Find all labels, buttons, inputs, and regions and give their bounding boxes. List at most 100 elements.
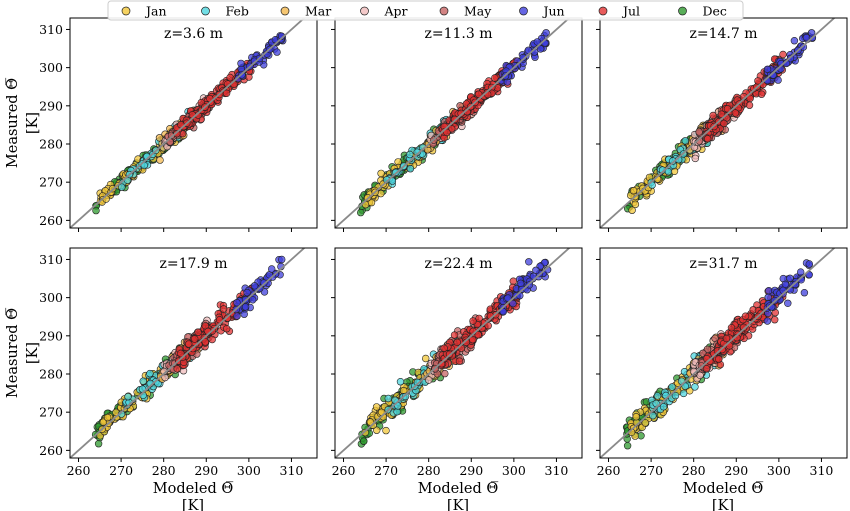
point-feb <box>406 150 414 159</box>
point-jan <box>631 200 640 209</box>
point-jul <box>779 50 787 59</box>
point-jul <box>509 277 517 285</box>
xlabel-text: Modeled Θ̅ <box>153 481 234 497</box>
point-jun <box>542 29 550 37</box>
point-jul <box>173 130 181 138</box>
xlabel-unit: [K] <box>182 498 204 511</box>
x-tick-label: 270 <box>109 463 133 478</box>
point-feb <box>668 383 676 391</box>
xlabel-text: Modeled Θ̅ <box>418 481 499 497</box>
point-jun <box>249 296 257 304</box>
point-apr <box>425 376 433 384</box>
legend-marker <box>121 6 131 16</box>
legend-label: Jul <box>621 4 640 19</box>
point-dec <box>360 437 368 445</box>
scatter-panel: 260 270 280 290 300 310 260 270 280 290 300 310 z=17… <box>39 247 318 478</box>
point-dec <box>92 206 100 215</box>
legend-label: Apr <box>384 4 408 19</box>
x-tick-label: 290 <box>459 463 483 478</box>
point-jun <box>237 59 245 68</box>
point-may <box>695 128 703 136</box>
point-jun <box>516 279 525 287</box>
point-jul <box>223 325 231 333</box>
point-may <box>703 345 712 353</box>
point-jan <box>641 419 649 427</box>
point-dec <box>623 442 632 450</box>
point-apr <box>691 154 699 163</box>
one-to-one-line <box>70 248 306 458</box>
point-feb <box>146 369 154 378</box>
point-jan <box>372 403 381 411</box>
point-jul <box>469 317 477 325</box>
point-jun <box>763 65 772 74</box>
point-jan <box>373 426 381 434</box>
scatter-panel: z=11.3 m <box>331 17 583 232</box>
legend-marker <box>360 6 369 16</box>
legend-label: Feb <box>226 4 249 19</box>
point-jul <box>757 90 766 98</box>
y-tick-label: 300 <box>39 290 63 305</box>
x-tick-label: 270 <box>639 463 663 478</box>
legend-item-dec: Dec <box>678 4 727 19</box>
legend-item-feb: Feb <box>201 4 249 19</box>
one-to-one-line <box>70 18 306 228</box>
point-jul <box>727 324 736 332</box>
legend-item-jan: Jan <box>121 4 167 19</box>
y-tick-label: 310 <box>39 252 63 267</box>
point-jul <box>455 357 464 365</box>
point-jun <box>774 76 782 84</box>
point-jan <box>422 354 430 363</box>
x-tick-label: 260 <box>597 463 621 478</box>
ylabel-text: Measured Θ̅ <box>5 308 21 398</box>
point-jun <box>790 36 799 45</box>
ylabel-top: Measured Θ̅ [K] <box>5 78 41 168</box>
point-feb <box>401 392 410 401</box>
point-jul <box>720 119 728 128</box>
point-jul <box>457 109 465 118</box>
point-jun <box>273 48 281 56</box>
panel-title: z=31.7 m <box>689 256 757 272</box>
point-jul <box>443 128 451 137</box>
point-jun <box>233 299 241 307</box>
legend-marker <box>598 6 608 16</box>
ylabel-bottom: Measured Θ̅ [K] <box>5 308 41 398</box>
ylabel-text: Measured Θ̅ <box>5 78 21 168</box>
point-jul <box>208 335 216 344</box>
legend-item-may: May <box>439 4 492 19</box>
ylabel-unit: [K] <box>25 112 41 134</box>
point-jul <box>194 328 202 336</box>
point-dec <box>357 208 365 217</box>
one-to-one-line <box>600 248 836 458</box>
legend-item-apr: Apr <box>360 4 408 19</box>
point-jul <box>717 110 726 118</box>
xlabel-text: Modeled Θ̅ <box>683 481 764 497</box>
point-jun <box>509 299 517 308</box>
point-jul <box>475 90 483 98</box>
point-jul <box>475 314 483 323</box>
x-tick-label: 270 <box>374 463 398 478</box>
point-feb <box>649 412 657 420</box>
point-jun <box>763 317 772 325</box>
point-feb <box>124 393 132 401</box>
panel-title: z=3.6 m <box>164 26 223 42</box>
point-jun <box>250 282 259 290</box>
point-jul <box>474 331 482 339</box>
point-jan <box>628 206 636 214</box>
y-tick-label: 260 <box>39 443 63 458</box>
point-feb <box>653 392 662 400</box>
point-jun <box>533 38 541 46</box>
ylabel-unit: [K] <box>25 342 41 364</box>
point-jun <box>781 280 790 288</box>
y-tick-label: 290 <box>39 328 63 343</box>
legend-marker <box>439 6 449 16</box>
y-tick-label: 290 <box>39 98 63 113</box>
point-jun <box>791 280 799 289</box>
point-jul <box>185 340 193 348</box>
y-tick-label: 270 <box>39 405 63 420</box>
point-jun <box>764 293 772 301</box>
point-feb <box>406 165 415 173</box>
point-jun <box>784 299 792 307</box>
point-jan <box>367 198 376 207</box>
point-jul <box>173 365 181 373</box>
